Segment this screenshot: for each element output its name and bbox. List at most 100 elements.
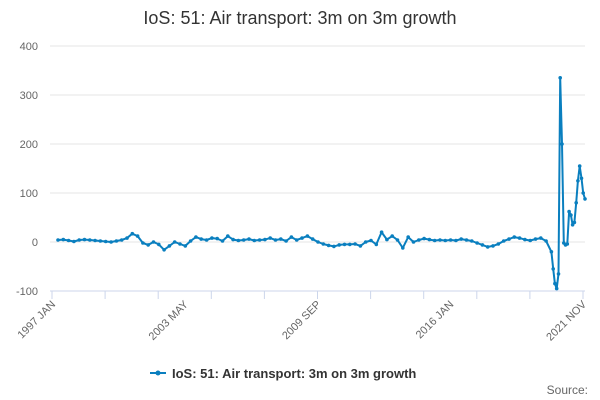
data-point[interactable] — [310, 237, 315, 241]
data-point[interactable] — [88, 238, 92, 242]
data-point[interactable] — [188, 239, 193, 243]
data-point[interactable] — [125, 236, 129, 240]
data-point[interactable] — [517, 236, 522, 240]
data-point[interactable] — [551, 267, 555, 271]
data-point[interactable] — [567, 209, 571, 214]
data-point[interactable] — [199, 237, 203, 241]
data-point[interactable] — [342, 242, 347, 247]
data-point[interactable] — [151, 240, 156, 244]
data-point[interactable] — [305, 234, 310, 238]
data-point[interactable] — [220, 239, 225, 243]
data-point[interactable] — [401, 246, 405, 250]
data-point[interactable] — [98, 239, 103, 243]
data-point[interactable] — [443, 238, 448, 243]
data-point[interactable] — [183, 244, 188, 248]
data-point[interactable] — [572, 220, 577, 225]
data-point[interactable] — [448, 238, 453, 242]
data-point[interactable] — [464, 238, 469, 242]
data-point[interactable] — [358, 244, 363, 248]
data-point[interactable] — [470, 239, 474, 243]
data-point[interactable] — [162, 248, 166, 252]
data-point[interactable] — [337, 243, 342, 247]
data-point[interactable] — [332, 244, 336, 249]
data-point[interactable] — [496, 242, 501, 246]
data-point[interactable] — [432, 238, 437, 243]
data-point[interactable] — [241, 238, 246, 242]
data-point[interactable] — [66, 238, 71, 243]
data-point[interactable] — [289, 235, 294, 239]
data-point[interactable] — [554, 286, 559, 291]
data-point[interactable] — [167, 244, 172, 248]
data-point[interactable] — [512, 235, 517, 239]
data-point[interactable] — [93, 238, 97, 243]
data-point[interactable] — [574, 201, 578, 205]
data-point[interactable] — [257, 238, 262, 242]
data-point[interactable] — [379, 230, 384, 234]
data-point[interactable] — [565, 242, 570, 246]
data-point[interactable] — [485, 245, 490, 249]
data-point[interactable] — [480, 243, 485, 247]
data-point[interactable] — [263, 237, 267, 242]
data-point[interactable] — [549, 250, 554, 254]
data-point[interactable] — [316, 240, 320, 244]
data-point[interactable] — [210, 236, 214, 240]
data-point[interactable] — [348, 242, 352, 247]
data-point[interactable] — [579, 176, 584, 181]
data-point[interactable] — [411, 240, 416, 244]
data-point[interactable] — [103, 239, 108, 244]
data-point[interactable] — [141, 241, 145, 245]
data-point[interactable] — [247, 237, 251, 241]
data-point[interactable] — [273, 238, 278, 242]
data-point[interactable] — [475, 241, 479, 245]
data-point[interactable] — [459, 237, 464, 241]
data-point[interactable] — [321, 242, 326, 246]
data-point[interactable] — [507, 237, 511, 241]
data-point[interactable] — [438, 238, 442, 242]
data-point[interactable] — [226, 234, 230, 238]
data-point[interactable] — [576, 179, 580, 183]
data-point[interactable] — [236, 238, 241, 243]
data-point[interactable] — [556, 272, 561, 276]
data-point[interactable] — [284, 239, 288, 243]
data-point[interactable] — [114, 239, 119, 243]
data-point[interactable] — [581, 191, 585, 195]
data-point[interactable] — [406, 235, 411, 239]
data-point[interactable] — [427, 237, 432, 242]
data-point[interactable] — [77, 238, 81, 242]
data-point[interactable] — [553, 281, 557, 286]
data-point[interactable] — [135, 234, 140, 238]
data-point[interactable] — [501, 239, 506, 243]
data-point[interactable] — [146, 243, 150, 247]
series-line[interactable] — [57, 76, 586, 290]
data-point[interactable] — [326, 243, 331, 248]
data-point[interactable] — [252, 238, 257, 243]
legend[interactable]: IoS: 51: Air transport: 3m on 3m growth — [150, 366, 416, 381]
data-point[interactable] — [294, 238, 299, 242]
data-point[interactable] — [385, 237, 389, 242]
data-point[interactable] — [268, 236, 273, 240]
data-point[interactable] — [353, 242, 357, 246]
data-point[interactable] — [491, 244, 495, 248]
data-point[interactable] — [231, 237, 235, 242]
data-point[interactable] — [215, 236, 219, 241]
data-point[interactable] — [72, 239, 76, 244]
data-point[interactable] — [422, 236, 426, 241]
data-point[interactable] — [119, 238, 124, 242]
data-point[interactable] — [56, 238, 60, 242]
data-point[interactable] — [395, 238, 400, 242]
data-point[interactable] — [194, 235, 198, 239]
data-point[interactable] — [583, 197, 587, 201]
data-point[interactable] — [523, 237, 527, 242]
data-point[interactable] — [109, 240, 113, 244]
data-point[interactable] — [533, 237, 538, 241]
data-point[interactable] — [417, 238, 421, 242]
data-point[interactable] — [82, 237, 87, 242]
data-point[interactable] — [569, 213, 573, 217]
data-point[interactable] — [172, 240, 177, 244]
data-point[interactable] — [157, 242, 161, 247]
data-point[interactable] — [544, 239, 548, 243]
data-point[interactable] — [279, 237, 283, 241]
data-point[interactable] — [560, 142, 564, 146]
data-point[interactable] — [204, 238, 209, 242]
data-point[interactable] — [558, 76, 562, 80]
